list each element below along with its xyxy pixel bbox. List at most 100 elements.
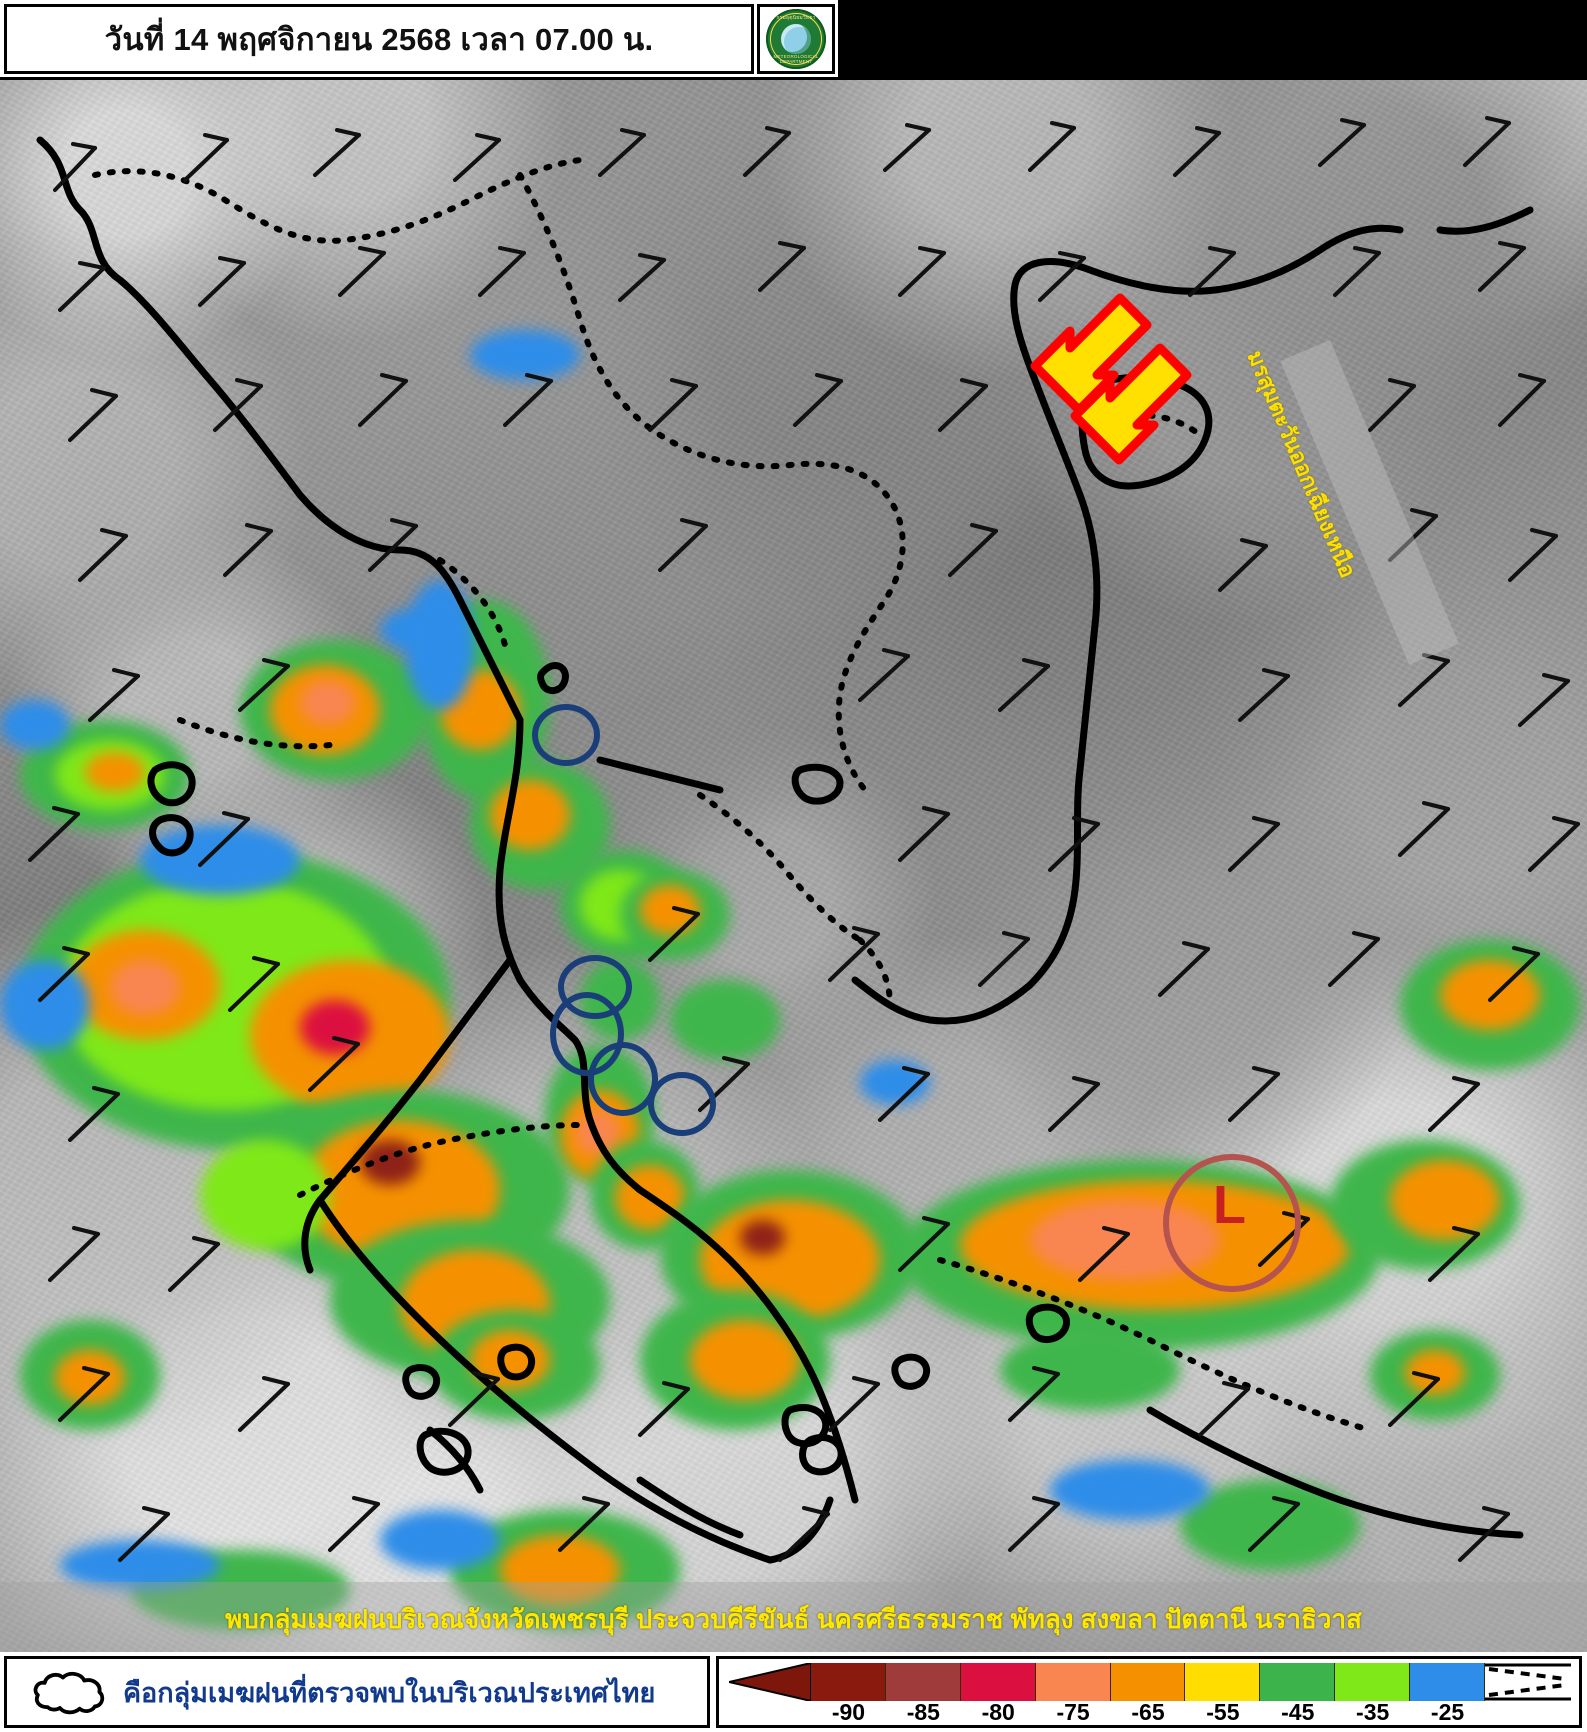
colorbar-swatch — [1110, 1663, 1186, 1701]
wind-barb — [88, 668, 140, 722]
wind-barb — [53, 142, 97, 192]
logo-top-text: กรมอุตุนิยมวิทยา — [776, 15, 816, 21]
colorbar-swatch — [1410, 1663, 1486, 1701]
wind-barb — [648, 906, 700, 962]
wind-barb — [198, 811, 250, 867]
colorbar-swatch — [1035, 1663, 1111, 1701]
colorbar-swatch — [1260, 1663, 1336, 1701]
wind-barb — [1218, 538, 1268, 592]
wind-barb — [1528, 816, 1580, 872]
wind-barb — [1428, 1226, 1480, 1282]
wind-barb — [1028, 121, 1076, 172]
wind-barb — [38, 946, 90, 1002]
wind-barb — [1158, 941, 1210, 997]
rain-blob — [140, 825, 300, 895]
rain-area-circle — [532, 704, 600, 766]
wind-barb — [998, 658, 1050, 712]
wind-barb — [1388, 508, 1438, 562]
wind-barb — [58, 261, 106, 312]
low-pressure-circle — [1163, 1154, 1301, 1292]
wind-barb — [1048, 1076, 1100, 1132]
cloud-legend-text: คือกลุ่มเมฆฝนที่ตรวจพบในบริเวณประเทศไทย — [123, 1677, 656, 1708]
rain-blob — [1050, 1460, 1210, 1520]
wind-barb — [1368, 378, 1416, 432]
wind-barb — [793, 373, 843, 427]
wind-barb — [1008, 1366, 1060, 1422]
wind-barb — [558, 1496, 610, 1552]
colorbar-box: -90 -85 -80 -75 -65 -55 -45 -35 -25 — [716, 1656, 1582, 1728]
wind-barb — [1248, 1496, 1300, 1552]
rain-cloud-outline-icon — [33, 1671, 105, 1715]
wind-barb — [1228, 1066, 1280, 1122]
wind-barb — [1488, 946, 1540, 1002]
caption-band — [0, 1582, 1587, 1652]
rain-blob — [85, 752, 145, 792]
wind-barb — [858, 648, 910, 702]
colorbar-tick-label: -65 — [1131, 1699, 1165, 1725]
wind-barb — [118, 1506, 170, 1562]
wind-barb — [338, 246, 386, 297]
wind-barb — [48, 1226, 100, 1282]
wind-barb — [503, 373, 553, 427]
wind-barb — [28, 806, 80, 862]
wind-barb — [183, 133, 229, 182]
wind-barb — [478, 246, 526, 297]
wind-barb — [198, 256, 246, 307]
header-bar: วันที่ 14 พฤศจิกายน 2568 เวลา 07.00 น. ก… — [0, 0, 1587, 80]
wind-barb — [1508, 528, 1558, 582]
header-black-strip — [838, 0, 1587, 80]
colorbar-swatch — [1185, 1663, 1261, 1701]
rain-blob — [470, 330, 580, 380]
wind-barb — [358, 373, 408, 427]
colorbar-bands — [811, 1663, 1486, 1701]
wind-barb — [1518, 673, 1570, 727]
wind-barb-layer — [28, 116, 1580, 1562]
rain-blob — [110, 960, 180, 1015]
wind-barb — [1078, 1226, 1130, 1282]
wind-barb — [1388, 1371, 1440, 1427]
wind-barb — [898, 246, 946, 297]
logo-ring — [770, 13, 822, 65]
satellite-map: มรสุมตะวันออกเฉียงเหนือ L พบกลุ่มเมฆฝนบร… — [0, 80, 1587, 1652]
wind-barb — [948, 523, 998, 577]
wind-barb — [1188, 246, 1236, 297]
page-title: วันที่ 14 พฤศจิกายน 2568 เวลา 07.00 น. — [104, 22, 654, 57]
rain-blob — [0, 960, 90, 1050]
wind-barb — [658, 518, 708, 572]
wind-barb — [223, 523, 273, 577]
wind-barb — [828, 926, 880, 982]
colorbar-tick-label: -90 — [831, 1699, 866, 1725]
title-box: วันที่ 14 พฤศจิกายน 2568 เวลา 07.00 น. — [4, 4, 754, 74]
wind-barb — [58, 1366, 110, 1422]
wind-barb — [1478, 241, 1526, 292]
wind-barb — [308, 1036, 360, 1092]
wind-barb — [1498, 373, 1546, 427]
wind-barb — [778, 1506, 830, 1562]
wind-barb — [883, 123, 931, 172]
wind-barb — [168, 1236, 220, 1292]
colorbar — [729, 1663, 1571, 1701]
colorbar-tick-label: -35 — [1356, 1699, 1390, 1725]
wind-barb — [1173, 126, 1221, 177]
colorbar-tick-label: -55 — [1206, 1699, 1240, 1725]
legend-bar: คือกลุ่มเมฆฝนที่ตรวจพบในบริเวณประเทศไทย — [0, 1652, 1587, 1732]
rain-blob — [1440, 960, 1540, 1030]
colorbar-swatch — [960, 1663, 1036, 1701]
wind-barb — [938, 378, 988, 432]
wind-barb — [638, 1381, 690, 1437]
rain-blob — [60, 1540, 220, 1590]
wind-barb — [68, 388, 118, 442]
rain-area-circle — [550, 992, 624, 1076]
logo-box: กรมอุตุนิยมวิทยา METEOROLOGICAL DEPARTME… — [757, 4, 835, 74]
wind-barb — [78, 528, 128, 582]
colorbar-head-arrow — [729, 1663, 811, 1701]
map-vector-overlay — [28, 116, 1580, 1564]
wind-barb — [1238, 668, 1290, 722]
rain-blob — [690, 1320, 800, 1400]
rain-blob — [740, 1220, 785, 1255]
cloud-legend-box: คือกลุ่มเมฆฝนที่ตรวจพบในบริเวณประเทศไทย — [4, 1656, 710, 1728]
wind-barb — [68, 1086, 120, 1142]
map-caption: พบกลุ่มเมฆฝนบริเวณจังหวัดเพชรบุรี ประจวบ… — [225, 1604, 1362, 1634]
wind-barb — [1333, 246, 1381, 297]
